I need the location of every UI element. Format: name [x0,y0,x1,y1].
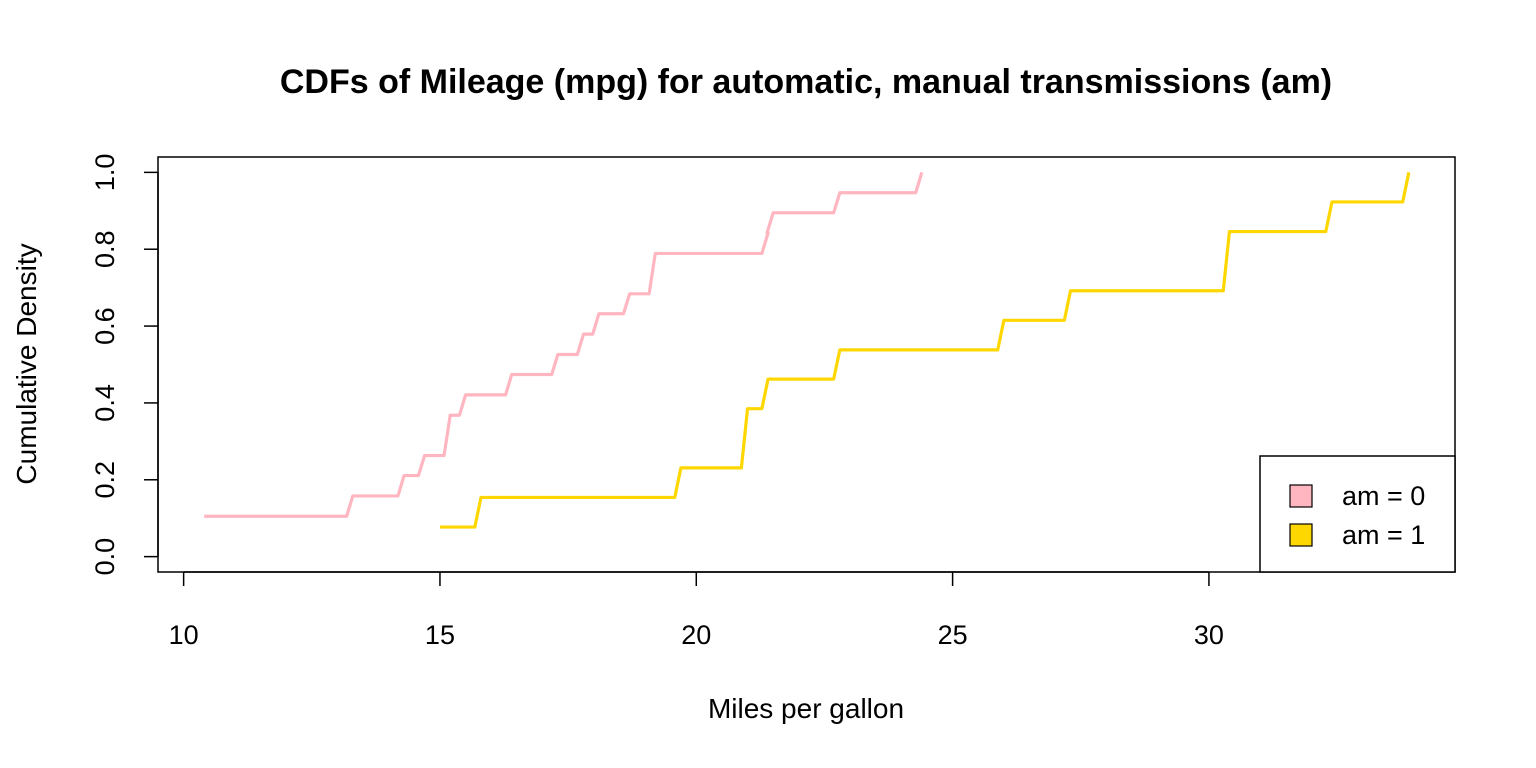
legend: am = 0 am = 1 [1259,455,1456,573]
legend-box [1259,455,1456,573]
y-tick-label: 0.4 [90,384,120,422]
series-layer [204,171,1411,529]
y-tick-label: 0.2 [90,461,120,499]
legend-label-am0: am = 0 [1342,481,1425,511]
legend-swatch-am0 [1289,484,1313,508]
chart-title: CDFs of Mileage (mpg) for automatic, man… [280,63,1332,101]
x-tick-label: 30 [1194,620,1224,650]
series-line-0 [204,171,924,518]
x-tick-label: 15 [425,620,455,650]
legend-swatch-am1 [1289,523,1313,547]
series-line-1 [439,172,1411,529]
x-axis: 10 15 20 25 30 [169,571,1224,650]
x-axis-label: Miles per gallon [708,693,904,724]
y-axis-label: Cumulative Density [11,243,42,484]
legend-label-am1: am = 1 [1342,520,1425,550]
y-tick-label: 0.8 [90,230,120,268]
y-tick-label: 0.0 [90,538,120,576]
y-tick-label: 0.6 [90,307,120,345]
x-tick-label: 20 [681,620,711,650]
y-tick-label: 1.0 [90,154,120,192]
y-axis: 0.0 0.2 0.4 0.6 0.8 1.0 [90,154,159,576]
x-tick-label: 25 [938,620,968,650]
x-tick-label: 10 [169,620,199,650]
